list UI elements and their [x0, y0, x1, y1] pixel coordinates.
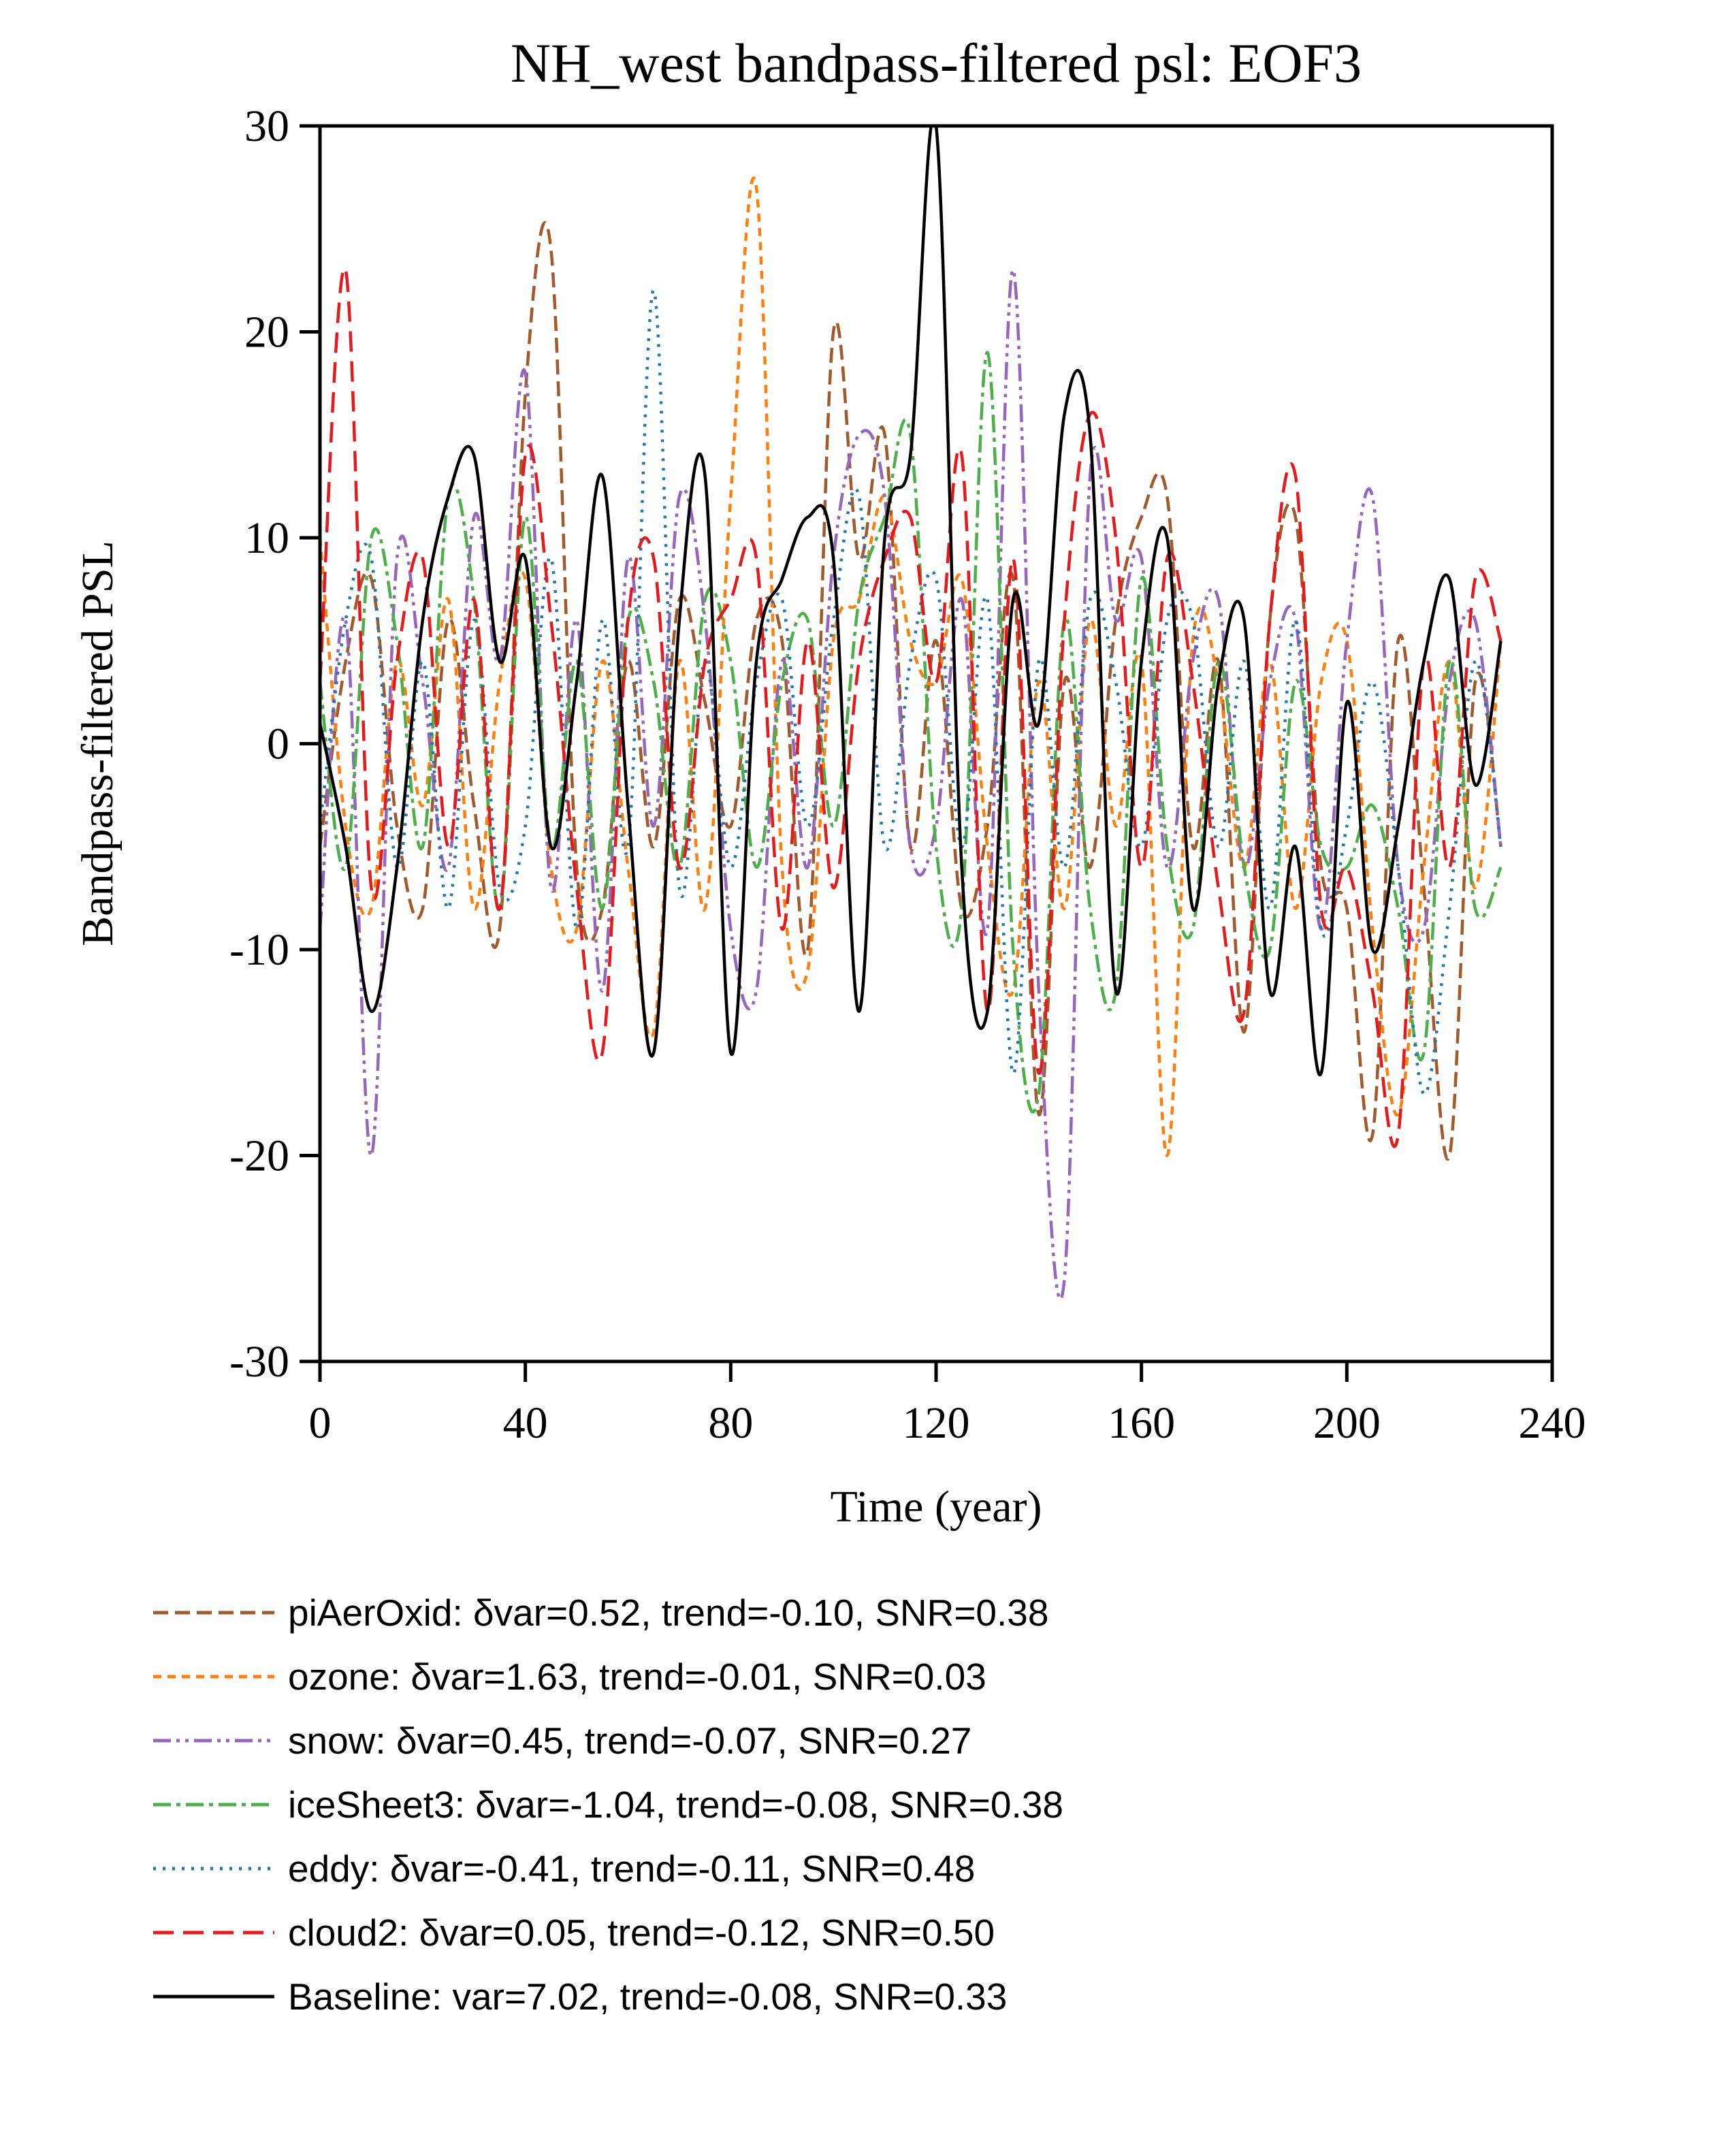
y-axis-label: Bandpass-filtered PSL	[73, 540, 123, 946]
y-tick-label: -10	[229, 925, 289, 975]
series-eddy-line	[320, 289, 1502, 1096]
legend-item-Baseline: Baseline: var=7.02, trend=-0.08, SNR=0.3…	[153, 1975, 1736, 2018]
series-layer	[320, 126, 1502, 1301]
legend-line-sample	[153, 1803, 274, 1807]
y-tick-label: -30	[229, 1337, 289, 1387]
x-tick-label: 120	[903, 1398, 970, 1448]
legend-label: snow: δvar=0.45, trend=-0.07, SNR=0.27	[288, 1720, 972, 1762]
y-tick-label: 10	[244, 513, 289, 563]
legend-line-sample	[153, 1611, 274, 1615]
x-tick-label: 40	[503, 1398, 548, 1448]
x-tick-label: 200	[1313, 1398, 1381, 1448]
legend-line-sample	[153, 1931, 274, 1935]
series-snow-line	[320, 268, 1502, 1301]
legend-label: iceSheet3: δvar=-1.04, trend=-0.08, SNR=…	[288, 1784, 1063, 1826]
y-tick-label: 20	[244, 308, 289, 357]
x-tick-label: 0	[309, 1398, 332, 1448]
legend: piAerOxid: δvar=0.52, trend=-0.10, SNR=0…	[0, 1555, 1736, 2018]
x-axis-label: Time (year)	[831, 1482, 1042, 1532]
x-tick-label: 240	[1519, 1398, 1586, 1448]
legend-label: eddy: δvar=-0.41, trend=-0.11, SNR=0.48	[288, 1847, 976, 1890]
legend-label: cloud2: δvar=0.05, trend=-0.12, SNR=0.50	[288, 1911, 995, 1954]
legend-item-snow: snow: δvar=0.45, trend=-0.07, SNR=0.27	[153, 1719, 1736, 1762]
series-ozone-line	[320, 176, 1502, 1157]
plot-frame	[318, 124, 1554, 1363]
series-cloud2-line	[320, 266, 1502, 1148]
y-tick-label: -20	[229, 1131, 289, 1181]
x-tick-label: 80	[708, 1398, 753, 1448]
legend-line-sample	[153, 1675, 274, 1679]
legend-line-sample	[153, 1867, 274, 1871]
legend-item-piAerOxid: piAerOxid: δvar=0.52, trend=-0.10, SNR=0…	[153, 1591, 1736, 1634]
legend-line-sample	[153, 1995, 274, 1999]
series-iceSheet3-line	[320, 351, 1502, 1114]
chart-title: NH_west bandpass-filtered psl: EOF3	[511, 32, 1362, 94]
axes-layer: 0 40 80 120 160 200 240 -30 -20 -10 0 10 20 30	[229, 101, 1586, 1448]
y-tick-label: 0	[267, 720, 289, 769]
line-chart: NH_west bandpass-filtered psl: EOF3 Band…	[73, 32, 1586, 1532]
x-tick-label: 160	[1108, 1398, 1175, 1448]
legend-label: ozone: δvar=1.63, trend=-0.01, SNR=0.03	[288, 1656, 986, 1698]
legend-item-ozone: ozone: δvar=1.63, trend=-0.01, SNR=0.03	[153, 1655, 1736, 1698]
legend-item-iceSheet3: iceSheet3: δvar=-1.04, trend=-0.08, SNR=…	[153, 1783, 1736, 1826]
y-tick-label: 30	[244, 101, 289, 151]
legend-item-eddy: eddy: δvar=-0.41, trend=-0.11, SNR=0.48	[153, 1847, 1736, 1890]
legend-label: Baseline: var=7.02, trend=-0.08, SNR=0.3…	[288, 1975, 1008, 2018]
legend-item-cloud2: cloud2: δvar=0.05, trend=-0.12, SNR=0.50	[153, 1911, 1736, 1954]
legend-line-sample	[153, 1739, 274, 1743]
legend-label: piAerOxid: δvar=0.52, trend=-0.10, SNR=0…	[288, 1592, 1049, 1634]
series-Baseline-line	[320, 126, 1502, 1077]
